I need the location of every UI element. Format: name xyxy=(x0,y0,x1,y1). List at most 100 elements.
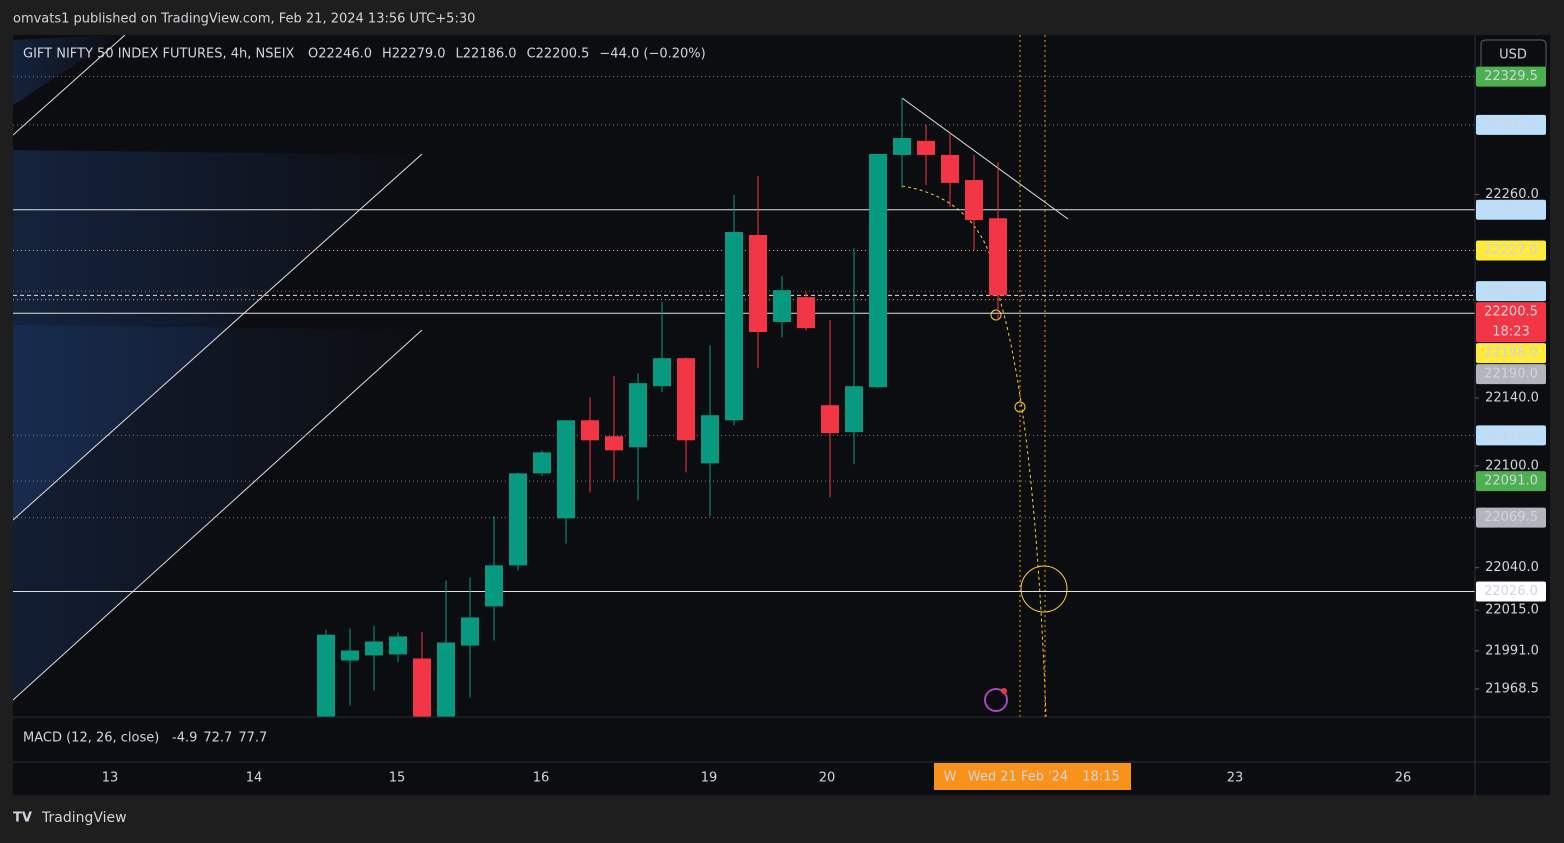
price-label-box xyxy=(1476,240,1546,261)
x-tick-label: 14 xyxy=(246,771,263,786)
price-label: 22069.5 xyxy=(1484,510,1538,525)
drawings xyxy=(13,35,1069,717)
price-label-box xyxy=(1476,114,1546,135)
candle-body xyxy=(917,140,935,155)
candle-body xyxy=(533,452,551,474)
price-label-box xyxy=(1476,425,1546,446)
price-label-box xyxy=(1476,507,1546,528)
candle-body xyxy=(653,358,671,387)
x-tick-label: 13 xyxy=(102,771,119,786)
brand: TradingView xyxy=(41,810,127,826)
channel-fill xyxy=(13,325,420,700)
macd-value: 72.7 xyxy=(203,731,232,746)
macd-value: -4.9 xyxy=(172,731,197,746)
x-tick-label: 20 xyxy=(819,771,836,786)
candle-body xyxy=(437,642,455,717)
projection-curve xyxy=(901,185,1047,717)
channel-fill xyxy=(13,35,120,105)
candle-body xyxy=(581,420,599,441)
y-tick-label: 22140.0 xyxy=(1485,391,1539,406)
price-label: 22198.0 xyxy=(1484,346,1538,361)
x-tick-label: 26 xyxy=(1395,771,1412,786)
y-tick-label: 22040.0 xyxy=(1485,560,1539,575)
crosshair-label: Wed 21 Feb '24 xyxy=(968,770,1068,785)
crosshair-label: 18:15 xyxy=(1082,770,1119,785)
countdown: 18:23 xyxy=(1492,325,1529,340)
macd-values: -4.9 72.7 77.7 xyxy=(172,731,267,746)
candle-body xyxy=(677,358,695,441)
price-label: 22026.0 xyxy=(1484,584,1538,599)
axes: 22260.0 22140.0 22100.0 22040.0 22015.0 21991… xyxy=(102,66,1546,790)
price-label: 22118.0 xyxy=(1484,428,1538,443)
price-label: 22251.0 xyxy=(1484,202,1538,217)
y-tick-label: 22260.0 xyxy=(1485,187,1539,202)
channel-line xyxy=(13,35,126,136)
price-label-box xyxy=(1476,364,1546,385)
candle-body xyxy=(989,218,1007,296)
candle-body xyxy=(389,636,407,655)
channel-line xyxy=(13,329,423,701)
logo-mark: TV xyxy=(13,811,32,826)
candle-body xyxy=(341,650,359,661)
candle-body xyxy=(725,231,743,421)
price-label-box xyxy=(1476,281,1546,302)
x-tick-label: 23 xyxy=(1227,771,1244,786)
candle-body xyxy=(605,436,623,451)
y-tick-label: 21991.0 xyxy=(1485,643,1539,658)
candle-body xyxy=(869,153,887,388)
price-label-box xyxy=(1476,343,1546,364)
publisher: omvats1 published on TradingView.com, Fe… xyxy=(13,12,475,27)
x-tick-label: 19 xyxy=(701,771,718,786)
candle-body xyxy=(797,297,815,329)
ohlc-value: O22246.0 xyxy=(308,47,372,62)
x-tick-label: 15 xyxy=(389,771,406,786)
candle-body xyxy=(557,420,575,519)
change: −44.0 (−0.20%) xyxy=(599,47,705,62)
candle-body xyxy=(629,383,647,448)
candle-body xyxy=(461,617,479,646)
macd-value: 77.7 xyxy=(238,731,267,746)
candle-body xyxy=(845,386,863,433)
price-label-box xyxy=(1476,66,1546,87)
alert-dot xyxy=(1001,688,1007,694)
candle-body xyxy=(413,658,431,717)
candle-body xyxy=(317,634,335,717)
y-tick-label: 22015.0 xyxy=(1485,603,1539,618)
price-label: 22200.5 xyxy=(1484,305,1538,320)
price-label-box xyxy=(1476,581,1546,602)
marker xyxy=(990,309,1002,321)
ohlc-legend: O22246.0 H22279.0 L22186.0 C22200.5 −44.0 (−… xyxy=(308,47,706,62)
macd-title: MACD (12, 26, close) xyxy=(23,731,159,746)
trend-line xyxy=(901,97,1069,220)
candles xyxy=(317,97,1007,717)
price-label: 22190.0 xyxy=(1484,367,1538,382)
currency[interactable]: USD xyxy=(1499,48,1527,63)
price-label-box xyxy=(1476,199,1546,220)
target-circle xyxy=(1020,565,1068,613)
candle-body xyxy=(485,565,503,607)
price-label: 22329.5 xyxy=(1484,69,1538,84)
candle-body xyxy=(773,290,791,323)
price-label: 22227.0 xyxy=(1484,243,1538,258)
price-label-box xyxy=(1476,302,1546,343)
candle-body xyxy=(821,405,839,434)
y-tick-label: 22100.0 xyxy=(1485,458,1539,473)
channel-line xyxy=(13,153,423,521)
price-lines xyxy=(13,76,1475,592)
ohlc-value: L22186.0 xyxy=(456,47,517,62)
candle-body xyxy=(965,180,983,221)
price-label: 22091.0 xyxy=(1484,474,1538,489)
candle-body xyxy=(893,137,911,155)
price-label-box xyxy=(1476,471,1546,492)
candle-body xyxy=(365,641,383,656)
ohlc-value: C22200.5 xyxy=(527,47,590,62)
crosshair-label: W xyxy=(944,770,957,785)
price-label: 22301.0 xyxy=(1484,117,1538,132)
alert-icon[interactable] xyxy=(984,688,1008,712)
crosshair-label-box xyxy=(934,763,1131,790)
candle-body xyxy=(509,473,527,566)
y-tick-label: 21968.5 xyxy=(1485,682,1539,697)
candle-body xyxy=(941,154,959,183)
candle-body xyxy=(701,415,719,464)
